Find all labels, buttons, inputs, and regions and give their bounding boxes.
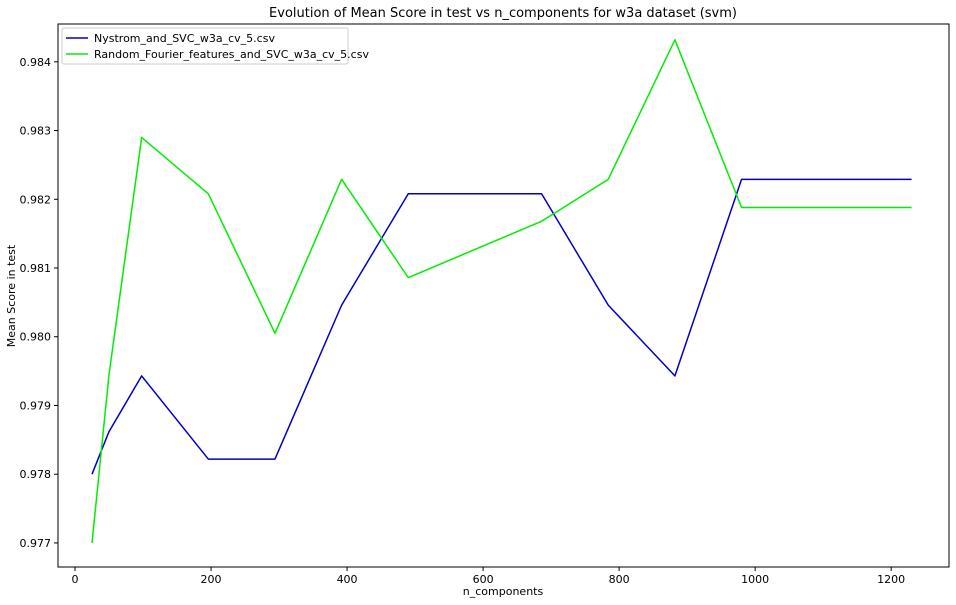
series-line-2 [91, 39, 912, 544]
y-tick-label: 0.979 [20, 399, 52, 412]
chart-title: Evolution of Mean Score in test vs n_com… [269, 6, 737, 21]
y-tick-label: 0.982 [20, 193, 52, 206]
x-axis-label: n_components [463, 585, 544, 598]
x-axis: 0 200 400 600 800 1000 1200 [72, 567, 905, 586]
x-tick-label: 800 [609, 573, 630, 586]
y-tick-label: 0.981 [20, 262, 52, 275]
legend: Nystrom_and_SVC_w3a_cv_5.csv Random_Fouri… [61, 27, 369, 65]
legend-box [61, 27, 349, 65]
x-tick-label: 1200 [877, 573, 905, 586]
x-tick-label: 200 [201, 573, 222, 586]
y-tick-label: 0.978 [20, 468, 52, 481]
series-line-1 [91, 178, 912, 475]
x-tick-label: 600 [473, 573, 494, 586]
y-tick-label: 0.977 [20, 537, 52, 550]
x-tick-label: 400 [337, 573, 358, 586]
x-tick-label: 1000 [741, 573, 769, 586]
y-tick-label: 0.983 [20, 125, 52, 138]
y-tick-label: 0.980 [20, 331, 52, 344]
y-axis-label: Mean Score in test [5, 244, 18, 347]
plot-area-frame [57, 23, 950, 568]
legend-entry-2: Random_Fourier_features_and_SVC_w3a_cv_5… [94, 48, 369, 61]
y-tick-label: 0.984 [20, 56, 52, 69]
y-axis: 0.977 0.978 0.979 0.980 0.981 0.982 0.983 0.984 [20, 56, 58, 550]
series-layer [91, 39, 912, 544]
x-tick-label: 0 [72, 573, 79, 586]
legend-entry-1: Nystrom_and_SVC_w3a_cv_5.csv [94, 32, 275, 45]
